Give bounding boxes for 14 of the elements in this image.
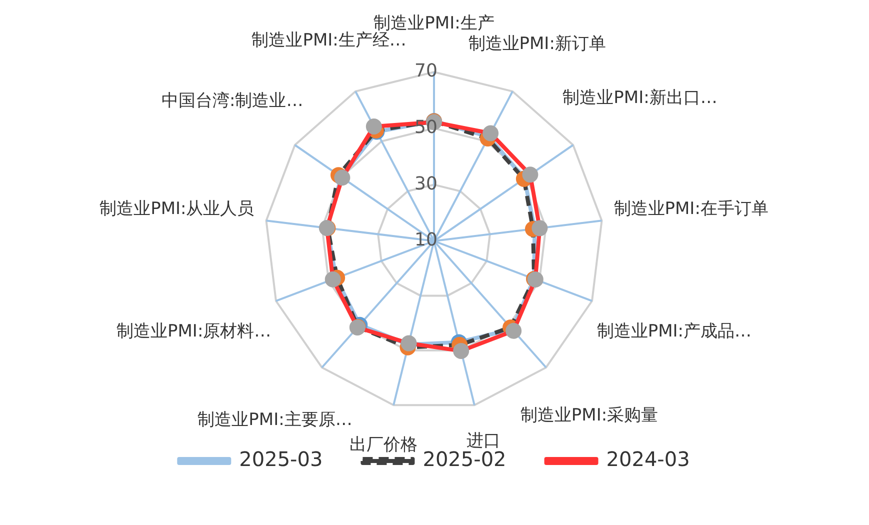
spoke-label: 中国台湾:制造业… (162, 91, 304, 112)
legend-label: 2024-03 (606, 447, 690, 472)
spoke-label: 制造业PMI:新出口… (562, 88, 718, 108)
y-tick-label: 50 (414, 117, 438, 138)
spoke-label: 制造业PMI:从业人员 (100, 199, 254, 220)
spoke-label: 出厂价格 (350, 435, 418, 456)
spoke-label: 制造业PMI:采购量 (520, 406, 658, 426)
spoke-label: 制造业PMI:主要原… (198, 410, 352, 430)
spoke-label: 制造业PMI:新订单 (468, 34, 606, 54)
spoke-label: 制造业PMI:原材料… (116, 322, 272, 342)
y-tick-label: 70 (414, 60, 438, 82)
legend-label: 2025-03 (239, 447, 323, 472)
spoke-label: 制造业PMI:在手订单 (614, 199, 768, 220)
spoke-label: 制造业PMI:产成品… (596, 322, 752, 342)
